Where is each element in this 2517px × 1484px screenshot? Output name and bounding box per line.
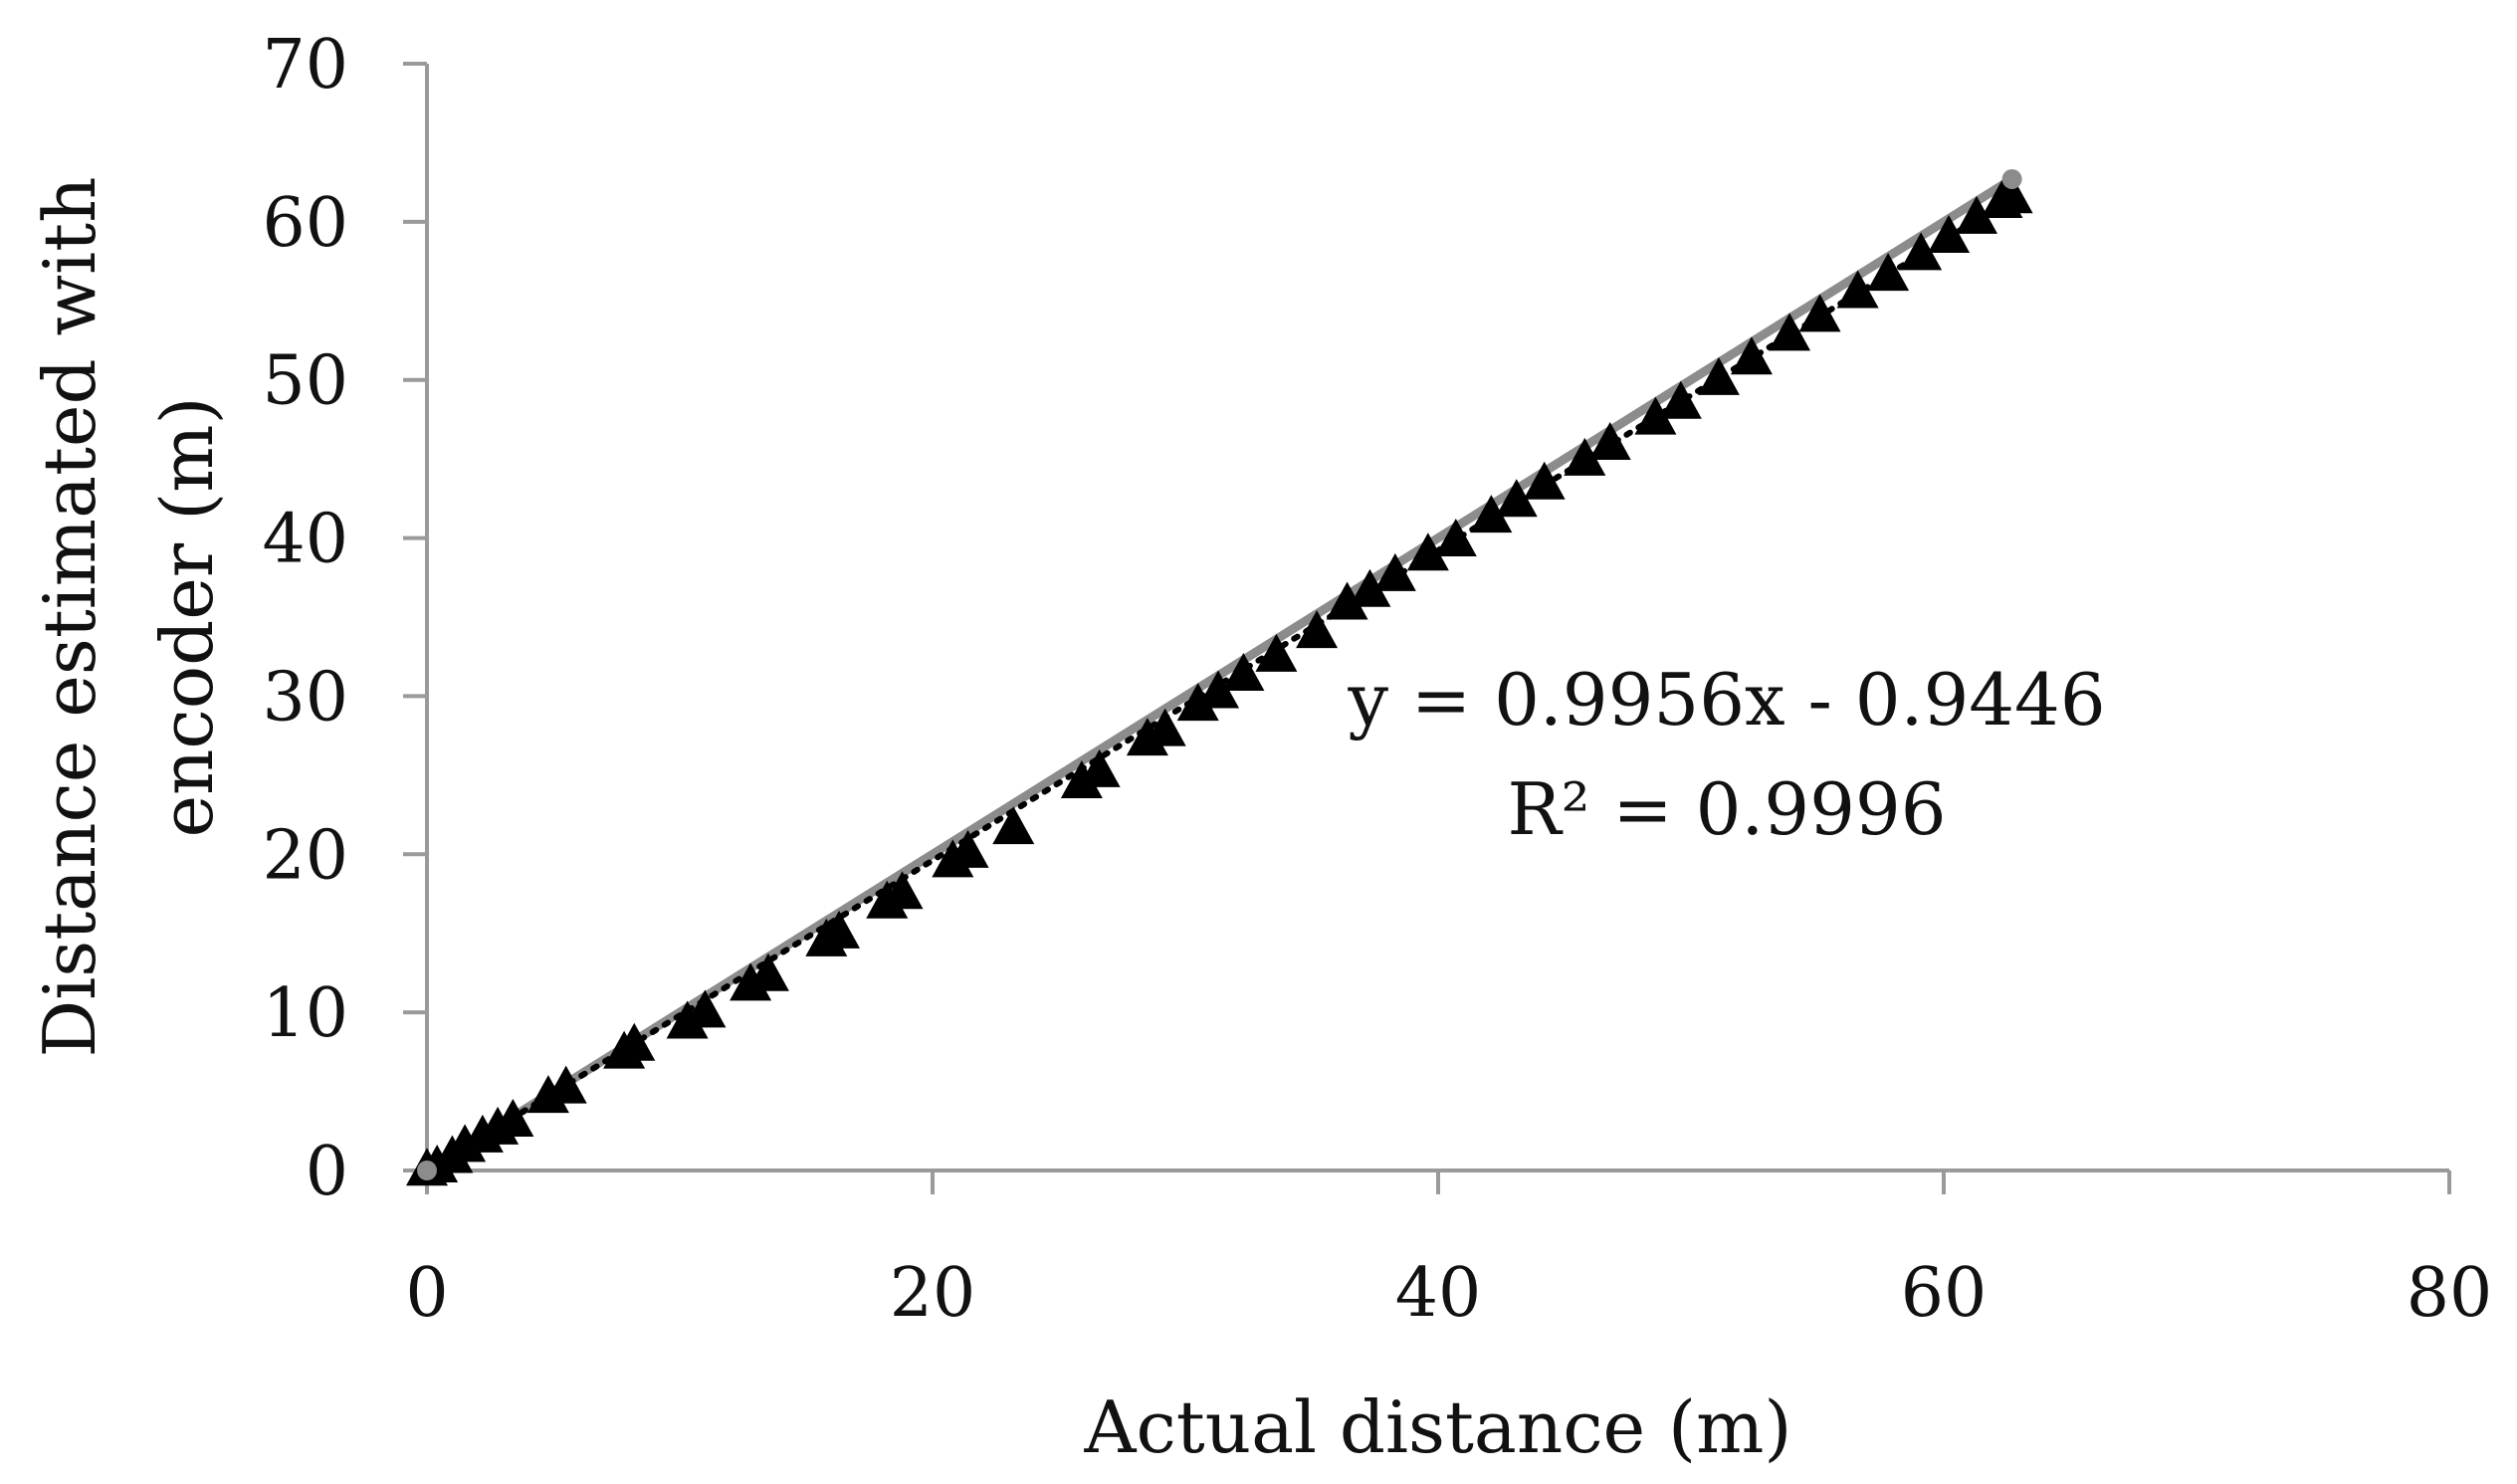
data-point bbox=[684, 989, 727, 1028]
data-point bbox=[1434, 518, 1477, 556]
data-point bbox=[1659, 380, 1702, 419]
x-tick-label: 0 bbox=[405, 1254, 448, 1333]
regression-equation: y = 0.9956x - 0.9446 bbox=[1347, 658, 2105, 742]
x-tick-label: 20 bbox=[890, 1254, 976, 1333]
data-point bbox=[1730, 336, 1773, 375]
y-tick-label: 10 bbox=[262, 974, 348, 1053]
data-point bbox=[1222, 652, 1265, 691]
data-point bbox=[544, 1065, 587, 1104]
data-point bbox=[1406, 532, 1449, 571]
data-point bbox=[1255, 633, 1298, 672]
y-tick-label: 50 bbox=[262, 342, 348, 421]
axis-ticks bbox=[403, 62, 2451, 1194]
data-point bbox=[992, 806, 1035, 845]
data-point bbox=[1523, 461, 1566, 500]
data-point bbox=[1296, 610, 1339, 649]
data-point bbox=[730, 962, 772, 1001]
data-point bbox=[1470, 495, 1513, 533]
y-tick-label: 20 bbox=[262, 816, 348, 895]
data-point bbox=[1867, 253, 1910, 292]
data-point bbox=[1956, 195, 1998, 234]
data-point bbox=[666, 1000, 709, 1039]
data-point bbox=[881, 871, 924, 910]
data-point bbox=[746, 953, 789, 991]
data-point bbox=[1928, 214, 1971, 253]
data-point bbox=[1349, 568, 1391, 607]
data-point bbox=[1564, 437, 1606, 476]
y-tick-label: 30 bbox=[262, 658, 348, 737]
data-point bbox=[1991, 175, 2033, 214]
reference-line-endpoint bbox=[417, 1161, 437, 1180]
data-point bbox=[492, 1098, 534, 1137]
data-point bbox=[1126, 718, 1168, 756]
x-tick-labels: 0 20 40 60 80 bbox=[405, 1254, 2492, 1333]
data-point bbox=[1769, 313, 1811, 351]
data-point bbox=[1697, 356, 1740, 395]
y-axis-title-line-2: encoder (m) bbox=[145, 396, 229, 837]
data-point bbox=[946, 829, 989, 868]
x-tick-label: 40 bbox=[1395, 1254, 1482, 1333]
data-points bbox=[406, 175, 2033, 1186]
x-tick-label: 80 bbox=[2407, 1254, 2493, 1333]
data-point bbox=[818, 910, 861, 949]
reference-line-endpoint bbox=[2001, 168, 2022, 189]
data-point bbox=[1373, 552, 1416, 591]
data-point bbox=[1197, 670, 1240, 709]
data-point bbox=[1798, 294, 1841, 332]
y-tick-label: 70 bbox=[262, 26, 348, 105]
r-squared-label: R² = 0.9996 bbox=[1507, 767, 1946, 851]
y-tick-labels: 0 10 20 30 40 50 60 70 bbox=[262, 26, 348, 1211]
data-point bbox=[1495, 479, 1538, 518]
data-point bbox=[1326, 581, 1368, 620]
data-point bbox=[444, 1124, 487, 1163]
data-point bbox=[1176, 683, 1219, 722]
x-tick-label: 60 bbox=[1901, 1254, 1988, 1333]
data-point bbox=[1060, 760, 1103, 798]
data-point bbox=[1588, 422, 1631, 461]
y-tick-label: 40 bbox=[262, 501, 348, 579]
data-point bbox=[1900, 232, 1943, 271]
y-tick-label: 60 bbox=[262, 184, 348, 263]
x-axis-title: Actual distance (m) bbox=[1083, 1385, 1791, 1469]
reference-line-endpoints bbox=[417, 168, 2022, 1180]
y-axis-title-line-1: Distance estimated with bbox=[28, 177, 111, 1058]
data-point bbox=[613, 1022, 656, 1061]
y-tick-label: 0 bbox=[306, 1133, 348, 1211]
data-point bbox=[1634, 396, 1677, 435]
data-point bbox=[1078, 748, 1121, 787]
data-point bbox=[1836, 270, 1879, 309]
data-point bbox=[526, 1075, 569, 1114]
data-point bbox=[1144, 708, 1186, 746]
